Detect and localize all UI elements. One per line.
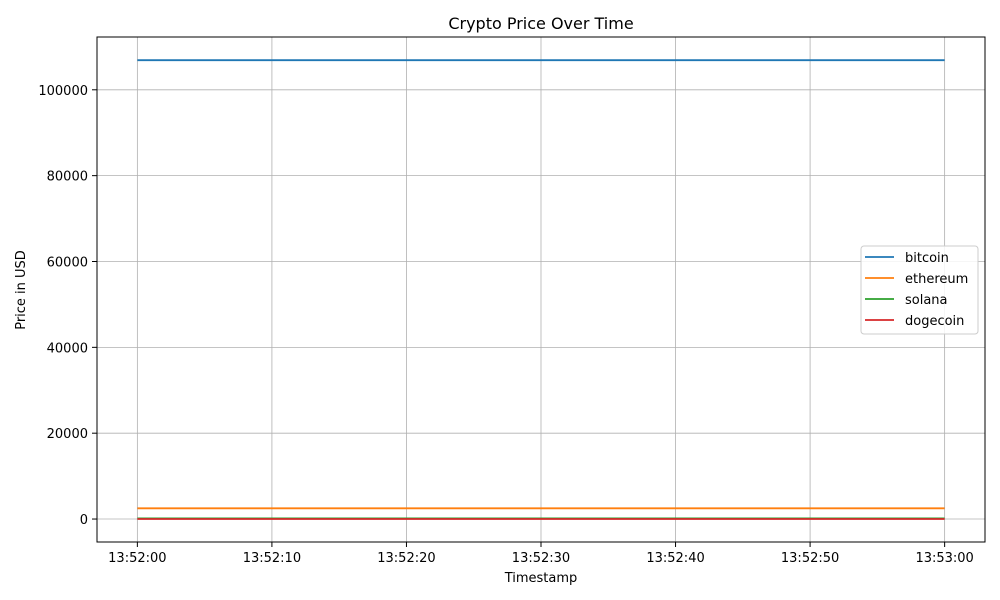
legend-label: dogecoin <box>905 314 964 329</box>
legend-box <box>860 245 979 335</box>
legend-label: ethereum <box>905 272 968 287</box>
y-tick-label: 60000 <box>47 255 88 270</box>
x-tick-label: 13:52:50 <box>781 551 839 566</box>
y-axis-ticks: 0 20000 40000 60000 80000 100000 <box>38 84 97 528</box>
y-tick-label: 20000 <box>47 427 88 442</box>
legend: bitcoin ethereum solana dogecoin <box>860 245 979 335</box>
x-axis-ticks: 13:52:00 13:52:10 13:52:20 13:52:30 13:52:40… <box>108 542 974 566</box>
x-tick-label: 13:52:40 <box>646 551 704 566</box>
x-tick-label: 13:52:00 <box>108 551 166 566</box>
legend-label: bitcoin <box>905 251 949 266</box>
chart-title: Crypto Price Over Time <box>448 14 633 33</box>
x-tick-label: 13:52:20 <box>377 551 435 566</box>
y-tick-label: 0 <box>80 513 88 528</box>
x-axis-label: Timestamp <box>504 571 578 586</box>
y-tick-label: 100000 <box>38 84 88 99</box>
x-tick-label: 13:52:10 <box>243 551 301 566</box>
x-tick-label: 13:53:00 <box>915 551 973 566</box>
y-tick-label: 80000 <box>47 170 88 185</box>
legend-label: solana <box>905 293 948 308</box>
y-tick-label: 40000 <box>47 341 88 356</box>
series-lines <box>137 59 945 520</box>
y-axis-label: Price in USD <box>14 250 29 330</box>
x-tick-label: 13:52:30 <box>512 551 570 566</box>
